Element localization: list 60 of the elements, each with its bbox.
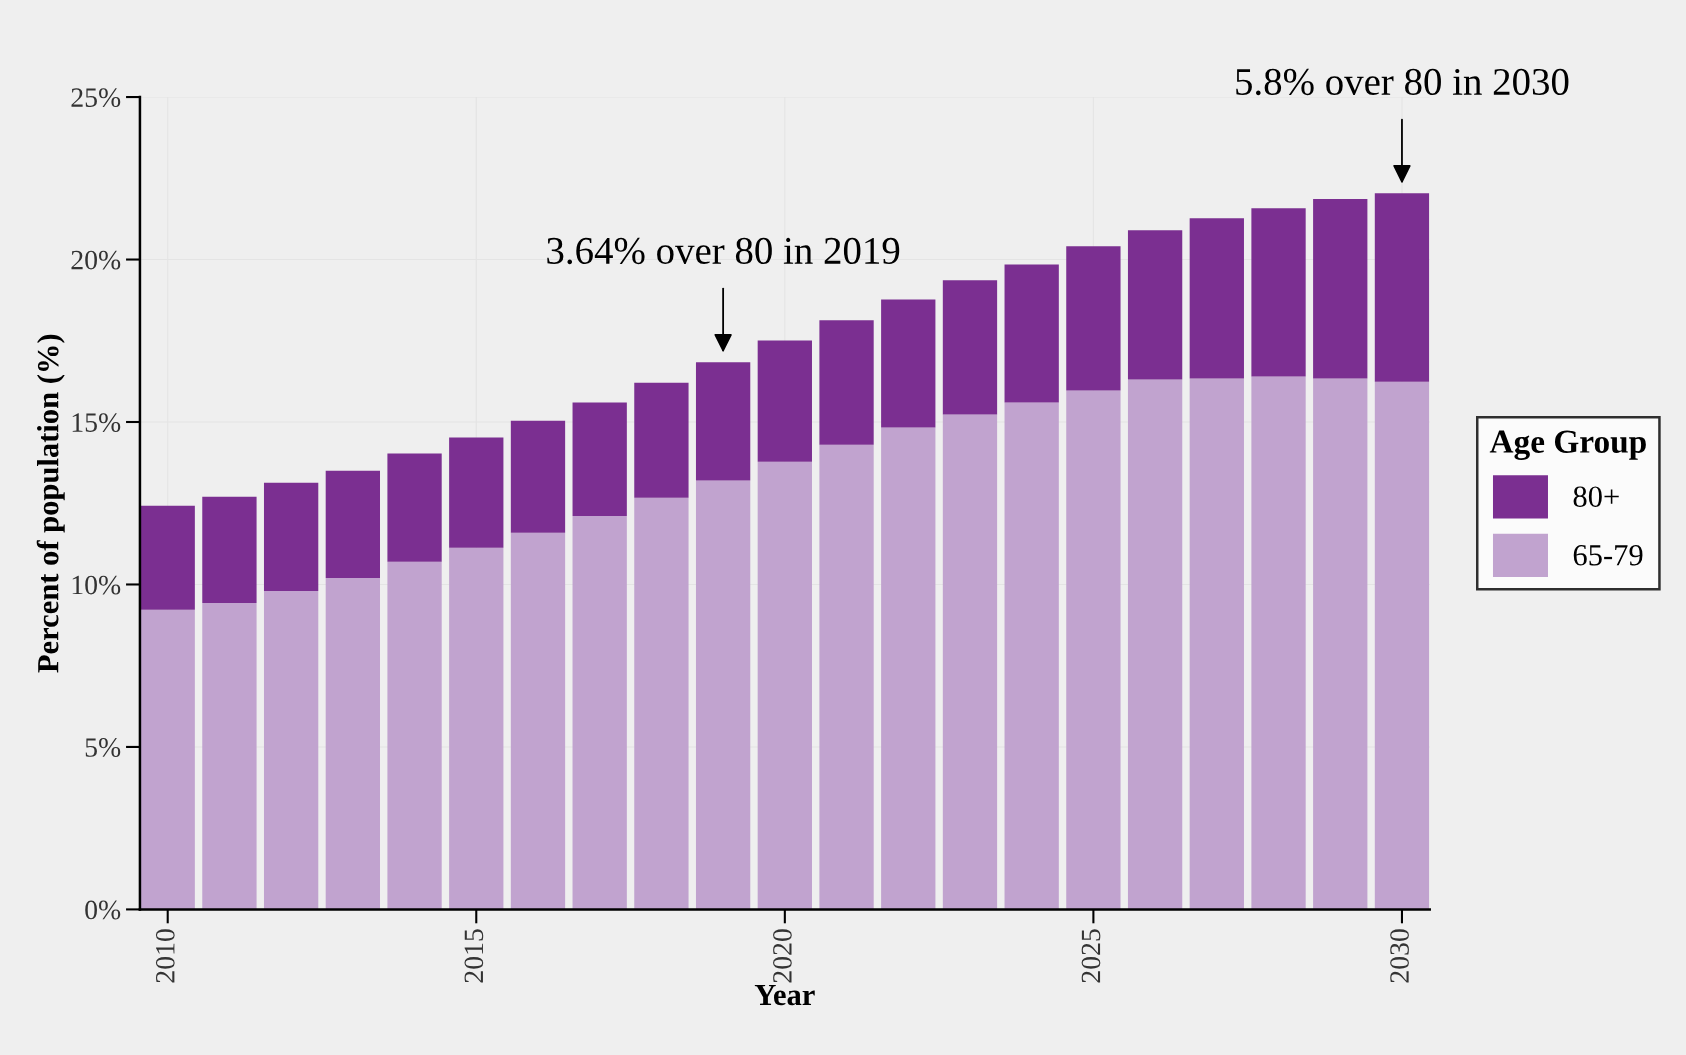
bar	[757, 340, 812, 462]
y-tick-label: 15%	[72, 413, 121, 432]
bar	[634, 497, 689, 910]
bar	[1189, 378, 1244, 910]
bar	[1374, 193, 1430, 382]
x-tick-label: 2030	[1390, 929, 1409, 983]
bar	[819, 320, 874, 445]
bar	[572, 402, 627, 516]
legend-title: Age Group	[1489, 430, 1646, 460]
bar	[1004, 402, 1059, 910]
y-tick-label: 20%	[71, 250, 121, 270]
bar	[881, 427, 936, 910]
bar	[202, 602, 257, 910]
bar	[1251, 376, 1306, 910]
bar	[449, 437, 504, 548]
bar	[1313, 199, 1368, 379]
bar	[1189, 218, 1244, 379]
bar	[387, 453, 442, 562]
bar	[1127, 230, 1183, 380]
x-tick-label: 2010	[155, 929, 175, 983]
bar	[140, 505, 195, 610]
bar	[1374, 381, 1430, 910]
bar	[325, 470, 380, 578]
bar	[510, 420, 566, 533]
x-tick-label: 2020	[773, 929, 792, 983]
bar	[263, 590, 319, 910]
bar	[1066, 390, 1121, 910]
x-tick-label: 2025	[1081, 929, 1101, 983]
bar	[757, 461, 812, 910]
y-tick-label: 25%	[71, 88, 121, 108]
x-tick-label: 2015	[464, 929, 484, 983]
y-tick-label: 5%	[85, 738, 121, 757]
bar	[819, 444, 874, 910]
y-axis-title: Percent of population (%)	[36, 334, 65, 673]
bar	[572, 515, 627, 910]
legend-label: 65-79	[1573, 545, 1643, 566]
y-tick-label: 0%	[85, 900, 121, 920]
bar	[695, 362, 751, 481]
bar	[325, 577, 380, 910]
bar	[634, 382, 689, 498]
y-tick-label: 10%	[72, 575, 121, 595]
x-axis-title: Year	[754, 984, 815, 1006]
legend-label: 80+	[1573, 486, 1619, 508]
bar	[1251, 208, 1306, 377]
bar	[263, 482, 319, 591]
bar	[510, 532, 566, 910]
bar	[202, 496, 257, 603]
bar	[387, 561, 442, 910]
bar	[1004, 264, 1059, 403]
bar	[140, 609, 195, 910]
bar	[942, 280, 998, 415]
bar	[695, 480, 751, 910]
annotation: 5.8% over 80 in 2030	[1236, 68, 1569, 96]
bar	[1313, 378, 1368, 910]
bar	[1066, 246, 1121, 391]
bar	[449, 547, 504, 910]
bar	[1127, 379, 1183, 910]
bar	[881, 299, 936, 428]
bar	[942, 414, 998, 910]
annotation: 3.64% over 80 in 2019	[547, 237, 900, 265]
